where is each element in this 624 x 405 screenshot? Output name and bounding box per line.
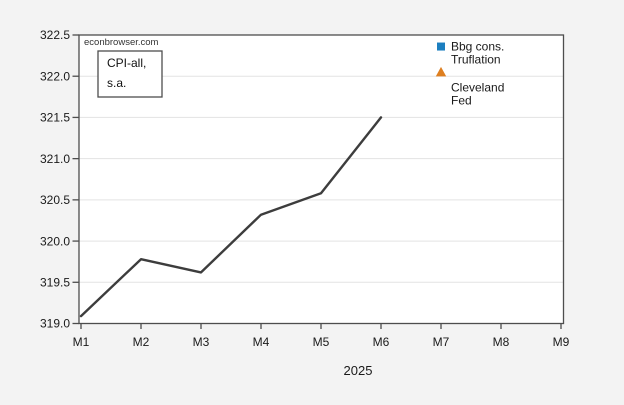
y-tick-label: 321.0 [40, 152, 70, 166]
y-tick-label: 319.5 [40, 275, 70, 289]
x-tick-label: M2 [133, 335, 150, 349]
legend: Bbg cons. Truflation Cleveland Fed [451, 40, 504, 108]
legend-cleveland-line2: Fed [451, 94, 472, 108]
series-label-box-frame [97, 50, 163, 98]
series-label-box: CPI-all, s.a. [97, 50, 163, 98]
gridlines [79, 75, 564, 283]
x-tick-label: M7 [433, 335, 450, 349]
y-tick-label: 319.0 [40, 317, 70, 331]
x-axis-year-label: 2025 [344, 363, 373, 378]
x-tick-label: M1 [73, 335, 90, 349]
y-tick-label: 322.0 [40, 69, 70, 83]
x-tick-label: M5 [313, 335, 330, 349]
x-tick-label: M8 [493, 335, 510, 349]
y-tick-label: 320.5 [40, 193, 70, 207]
cleveland-fed-marker [435, 66, 447, 77]
y-tick-label: 321.5 [40, 111, 70, 125]
axes: 319.0 319.5 320.0 320.5 321.0 321.5 322.0 322.5… [40, 28, 570, 349]
x-tick-label: M6 [373, 335, 390, 349]
x-tick-label: M4 [253, 335, 270, 349]
y-tick-label: 322.5 [40, 28, 70, 42]
x-tick-label: M9 [553, 335, 570, 349]
legend-cleveland-line1: Cleveland [451, 81, 504, 95]
watermark-text: econbrowser.com [84, 37, 159, 48]
data-series [79, 42, 447, 318]
legend-bbg-line2: Truflation [451, 53, 501, 67]
series-label-line1: CPI-all, [107, 56, 146, 70]
x-tick-label: M3 [193, 335, 210, 349]
legend-bbg-line1: Bbg cons. [451, 40, 504, 54]
cpi-line [79, 116, 383, 318]
bbg-truflation-marker [437, 42, 445, 51]
series-label-line2: s.a. [107, 76, 126, 90]
y-tick-label: 320.0 [40, 234, 70, 248]
